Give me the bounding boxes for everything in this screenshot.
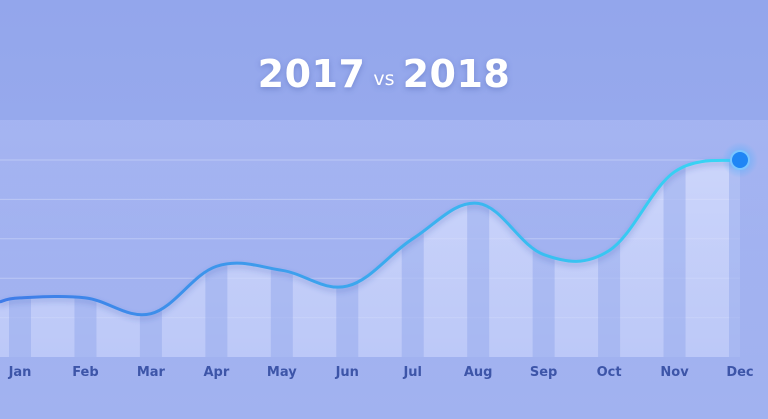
column-band-jun (336, 160, 359, 357)
x-tick-label-mar: Mar (137, 365, 166, 380)
column-band-may (270, 160, 293, 357)
column-band-jul (401, 160, 424, 357)
line-layer (0, 142, 758, 317)
title-year-left: 2017 (257, 52, 366, 96)
x-tick-label-feb: Feb (72, 365, 98, 380)
area-layer (0, 160, 740, 357)
area-fill (0, 160, 740, 357)
column-band-aug (467, 160, 490, 357)
column-band-apr (205, 160, 228, 357)
x-tick-label-jun: Jun (335, 365, 359, 380)
x-tick-label-oct: Oct (597, 365, 622, 380)
series-line (0, 158, 742, 317)
x-tick-label-aug: Aug (464, 365, 493, 380)
chart-title: 2017 vs 2018 (0, 52, 768, 96)
column-band-nov (663, 160, 686, 357)
x-tick-label-may: May (267, 365, 297, 380)
x-tick-label-jul: Jul (402, 365, 422, 380)
x-tick-label-jan: Jan (8, 365, 32, 380)
x-tick-label-sep: Sep (530, 365, 558, 380)
x-tick-label-apr: Apr (203, 365, 229, 380)
column-band-dec (729, 160, 740, 357)
column-band-jan (9, 160, 31, 357)
title-vs: vs (373, 68, 395, 90)
end-dot[interactable] (730, 150, 750, 170)
x-tick-label-dec: Dec (726, 365, 753, 380)
x-axis-labels: Jan Feb Mar Apr May Jun Jul Aug Sep Oct Nov Dec (8, 365, 754, 380)
column-band-feb (74, 160, 97, 357)
column-band-mar (139, 160, 162, 357)
title-year-right: 2018 (402, 52, 511, 96)
x-tick-label-nov: Nov (660, 365, 689, 380)
